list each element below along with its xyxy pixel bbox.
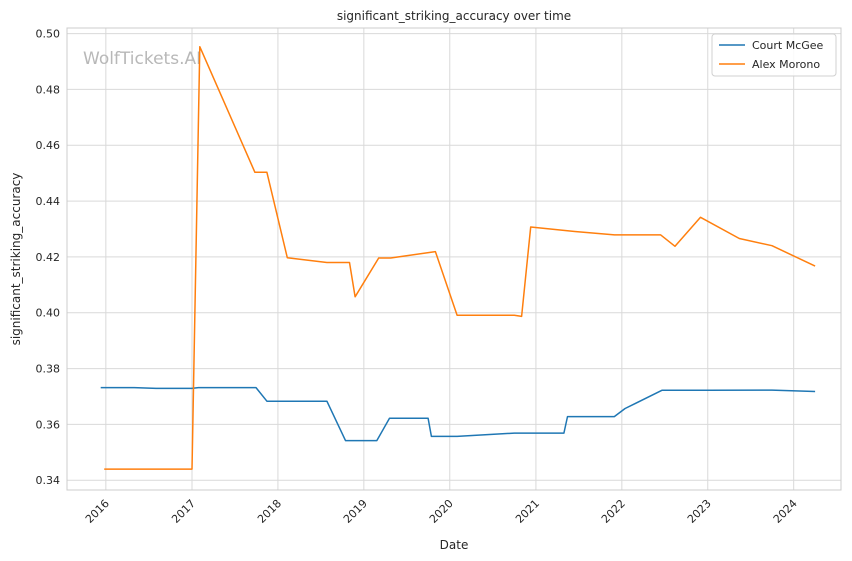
y-tick-label: 0.42	[36, 251, 61, 264]
x-axis-title: Date	[440, 538, 469, 552]
x-tick-label: 2024	[771, 497, 800, 526]
series-line-court-mcgee	[100, 386, 816, 442]
chart-title: significant_striking_accuracy over time	[337, 9, 571, 23]
series-lines	[100, 45, 816, 470]
y-tick-label: 0.44	[36, 195, 61, 208]
y-tick-label: 0.40	[36, 307, 61, 320]
watermark: WolfTickets.AI	[83, 49, 201, 69]
y-tick-label: 0.46	[36, 139, 61, 152]
x-tick-label: 2022	[599, 497, 628, 526]
x-tick-label: 2023	[685, 497, 714, 526]
plot-area-border	[66, 27, 842, 491]
legend-label-court-mcgee: Court McGee	[752, 39, 824, 52]
legend: Court McGee Alex Morono	[711, 33, 837, 77]
y-axis-tick-labels: 0.34 0.36 0.38 0.40 0.42 0.44 0.46 0.48 0.50	[36, 28, 61, 488]
x-tick-label: 2020	[427, 497, 456, 526]
y-tick-label: 0.48	[36, 83, 61, 96]
series-line-alex-morono	[104, 45, 816, 470]
y-tick-label: 0.34	[36, 474, 61, 487]
y-tick-label: 0.38	[36, 363, 61, 376]
y-axis-title: significant_striking_accuracy	[9, 173, 23, 346]
legend-label-alex-morono: Alex Morono	[752, 58, 820, 71]
x-tick-label: 2021	[513, 497, 542, 526]
y-tick-label: 0.50	[36, 28, 61, 41]
y-tick-label: 0.36	[36, 418, 61, 431]
x-tick-label: 2016	[83, 497, 112, 526]
x-tick-label: 2017	[169, 497, 198, 526]
grid	[67, 28, 841, 490]
x-axis-tick-labels: 2016 2017 2018 2019 2020 2021 2022 2023 2024	[83, 497, 800, 526]
x-tick-label: 2018	[255, 497, 284, 526]
x-tick-label: 2019	[341, 497, 370, 526]
